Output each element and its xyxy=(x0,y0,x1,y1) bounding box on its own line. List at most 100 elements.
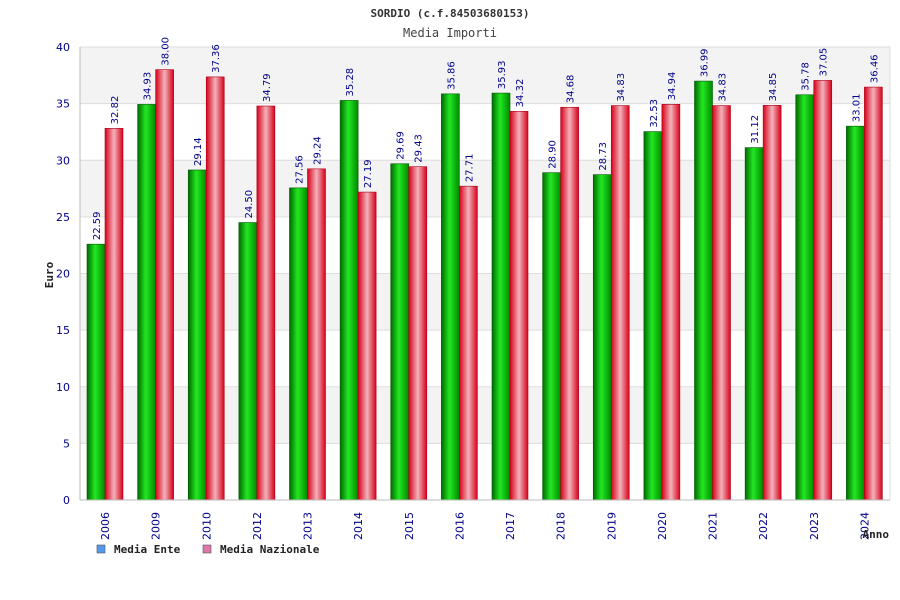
x-tick-label: 2009 xyxy=(150,512,163,540)
bar-media-nazionale-2022[interactable] xyxy=(762,105,782,501)
bar-media-ente-2009[interactable] xyxy=(137,104,156,501)
data-label: 34.83 xyxy=(616,73,627,102)
bar-media-nazionale-2017[interactable] xyxy=(509,111,529,501)
data-label: 27.71 xyxy=(464,154,475,183)
bar-media-ente-2010[interactable] xyxy=(187,169,207,501)
data-label: 28.73 xyxy=(598,142,609,171)
bar-media-nazionale-2013[interactable] xyxy=(307,168,326,501)
bar-media-ente-2012[interactable] xyxy=(238,222,258,501)
y-tick-labels: 0 5 10 15 20 25 30 35 40 xyxy=(56,41,70,507)
legend-swatch-media-ente xyxy=(96,544,106,554)
data-label: 33.01 xyxy=(851,94,862,123)
y-tick-label: 10 xyxy=(56,381,70,394)
y-tick-label: 25 xyxy=(56,211,70,224)
data-label: 31.12 xyxy=(750,115,761,144)
data-label: 34.32 xyxy=(515,79,526,108)
bar-media-nazionale-2023[interactable] xyxy=(813,80,833,501)
data-label: 35.93 xyxy=(497,60,508,89)
x-tick-label: 2014 xyxy=(352,512,365,540)
data-label: 32.82 xyxy=(110,96,121,125)
y-tick-label: 20 xyxy=(56,268,70,281)
bar-media-ente-2016[interactable] xyxy=(441,93,460,501)
x-tick-label: 2021 xyxy=(707,512,720,540)
y-tick-label: 30 xyxy=(56,154,70,167)
bar-media-nazionale-2021[interactable] xyxy=(712,105,731,501)
bar-media-nazionale-2018[interactable] xyxy=(560,106,579,501)
x-tick-label: 2018 xyxy=(555,512,568,540)
bar-media-ente-2024[interactable] xyxy=(846,125,865,501)
bar-media-nazionale-2014[interactable] xyxy=(357,191,377,501)
data-label: 36.46 xyxy=(869,54,880,83)
data-label: 24.50 xyxy=(244,190,255,219)
legend-label-media-ente: Media Ente xyxy=(114,543,181,556)
bar-media-ente-2021[interactable] xyxy=(694,80,713,501)
data-label: 35.86 xyxy=(446,61,457,90)
y-tick-label: 15 xyxy=(56,324,70,337)
x-tick-label: 2006 xyxy=(99,512,112,540)
chart-subtitle: Media Importi xyxy=(403,26,497,40)
y-tick-label: 40 xyxy=(56,41,70,54)
data-label: 37.36 xyxy=(211,44,222,73)
data-label: 29.14 xyxy=(193,137,204,166)
y-tick-label: 35 xyxy=(56,98,70,111)
data-label: 34.85 xyxy=(768,73,779,102)
data-label: 34.79 xyxy=(262,73,273,102)
bar-media-nazionale-2015[interactable] xyxy=(408,166,428,501)
data-label: 35.78 xyxy=(801,62,812,91)
data-label: 37.05 xyxy=(819,48,830,77)
bar-media-ente-2013[interactable] xyxy=(289,187,308,501)
y-axis-label: Euro xyxy=(43,261,56,288)
bar-media-ente-2022[interactable] xyxy=(744,147,764,501)
data-label: 34.94 xyxy=(667,72,678,101)
chart-title: SORDIO (c.f.84503680153) xyxy=(371,7,530,20)
data-label: 29.24 xyxy=(313,136,324,165)
bar-media-ente-2017[interactable] xyxy=(491,92,511,501)
bar-media-ente-2014[interactable] xyxy=(339,100,359,501)
data-label: 29.69 xyxy=(396,131,407,160)
data-label: 34.93 xyxy=(143,72,154,101)
bar-media-ente-2018[interactable] xyxy=(542,172,561,501)
data-label: 34.68 xyxy=(566,75,577,104)
bar-media-ente-2006[interactable] xyxy=(86,243,106,501)
y-tick-label: 0 xyxy=(63,494,70,507)
bar-media-ente-2023[interactable] xyxy=(795,94,815,501)
bar-media-nazionale-2012[interactable] xyxy=(256,105,276,501)
data-label: 34.83 xyxy=(718,73,729,102)
data-labels-layer: 22.59 32.82 34.93 38.00 29.14 37.36 24.50 34.79… xyxy=(92,37,880,240)
x-tick-label: 2017 xyxy=(504,512,517,540)
legend-item-media-ente[interactable]: Media Ente xyxy=(96,543,181,556)
bar-media-nazionale-2009[interactable] xyxy=(155,69,174,501)
bar-media-nazionale-2019[interactable] xyxy=(610,105,630,501)
bar-media-nazionale-2016[interactable] xyxy=(459,185,478,501)
x-tick-label: 2016 xyxy=(453,512,466,540)
legend: Media Ente Media Nazionale xyxy=(96,543,320,556)
x-tick-label: 2013 xyxy=(302,512,315,540)
x-axis-label: Anno xyxy=(863,528,890,541)
data-label: 35.28 xyxy=(345,68,356,97)
axes xyxy=(79,47,891,501)
x-tick-label: 2020 xyxy=(656,512,669,540)
data-label: 27.19 xyxy=(363,159,374,188)
legend-item-media-nazionale[interactable]: Media Nazionale xyxy=(202,543,320,556)
bar-media-nazionale-2010[interactable] xyxy=(205,76,225,501)
bar-media-nazionale-2024[interactable] xyxy=(864,86,883,501)
data-label: 27.56 xyxy=(295,155,306,184)
bar-media-ente-2015[interactable] xyxy=(390,163,410,501)
x-tick-label: 2019 xyxy=(605,512,618,540)
x-tick-label: 2012 xyxy=(251,512,264,540)
y-tick-label: 5 xyxy=(63,437,70,450)
x-tick-label: 2010 xyxy=(200,512,213,540)
bar-media-ente-2020[interactable] xyxy=(643,131,663,501)
data-label: 28.90 xyxy=(548,140,559,169)
bar-media-ente-2019[interactable] xyxy=(592,174,612,501)
x-tick-label: 2024 xyxy=(858,512,871,540)
x-tick-labels: 2006 2009 2010 2012 2013 2014 2015 2016 2017 2018… xyxy=(99,512,871,540)
bars-layer xyxy=(86,69,883,501)
bar-media-nazionale-2006[interactable] xyxy=(104,128,124,501)
data-label: 29.43 xyxy=(414,134,425,163)
data-label: 32.53 xyxy=(649,99,660,128)
legend-swatch-media-nazionale xyxy=(202,544,212,554)
x-tick-label: 2022 xyxy=(757,512,770,540)
bar-media-nazionale-2020[interactable] xyxy=(661,104,681,501)
x-tick-label: 2015 xyxy=(403,512,416,540)
